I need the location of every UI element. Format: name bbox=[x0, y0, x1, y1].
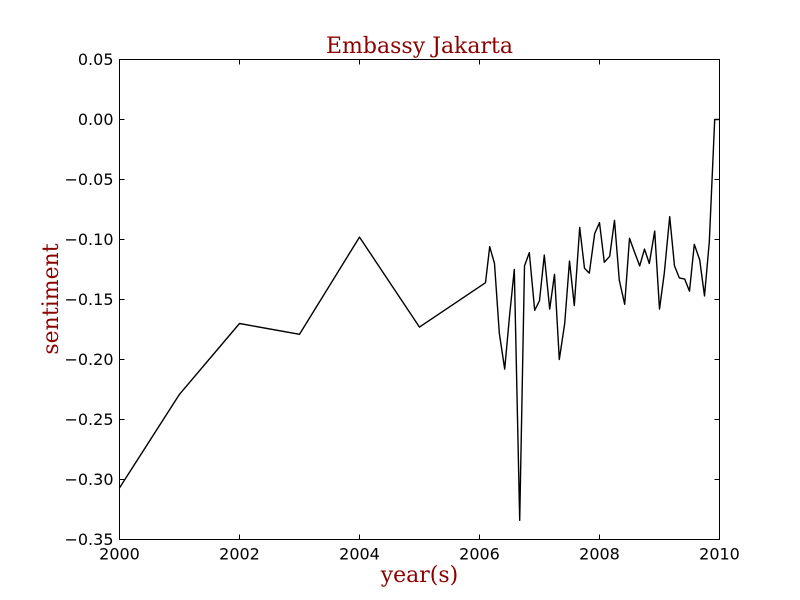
x-axis-label: year(s) bbox=[380, 563, 459, 588]
y-tick-label: 0.05 bbox=[78, 50, 114, 69]
series-line-0 bbox=[118, 118, 720, 521]
x-tick-label: 2004 bbox=[339, 545, 380, 564]
x-tick-label: 2000 bbox=[99, 545, 140, 564]
x-tick-label: 2006 bbox=[459, 545, 500, 564]
chart-title: Embassy Jakarta bbox=[326, 34, 513, 59]
y-tick-label: −0.35 bbox=[64, 530, 113, 549]
y-tick-label: −0.10 bbox=[64, 230, 113, 249]
x-tick-label: 2002 bbox=[219, 545, 260, 564]
y-tick-label: −0.05 bbox=[64, 170, 113, 189]
plot-frame bbox=[119, 59, 720, 540]
plot-area: 2000 2002 2004 2006 2008 2010 0.05 0.00 −0.05 −0.… bbox=[64, 50, 739, 564]
y-tick-label: −0.20 bbox=[64, 350, 113, 369]
y-tick-label: −0.15 bbox=[64, 290, 113, 309]
y-axis-label: sentiment bbox=[39, 243, 64, 354]
x-tick-label: 2008 bbox=[579, 545, 620, 564]
y-tick-label: −0.25 bbox=[64, 410, 113, 429]
x-tick-label: 2010 bbox=[699, 545, 740, 564]
y-tick-label: −0.30 bbox=[64, 470, 113, 489]
y-tick-label: 0.00 bbox=[78, 110, 114, 129]
